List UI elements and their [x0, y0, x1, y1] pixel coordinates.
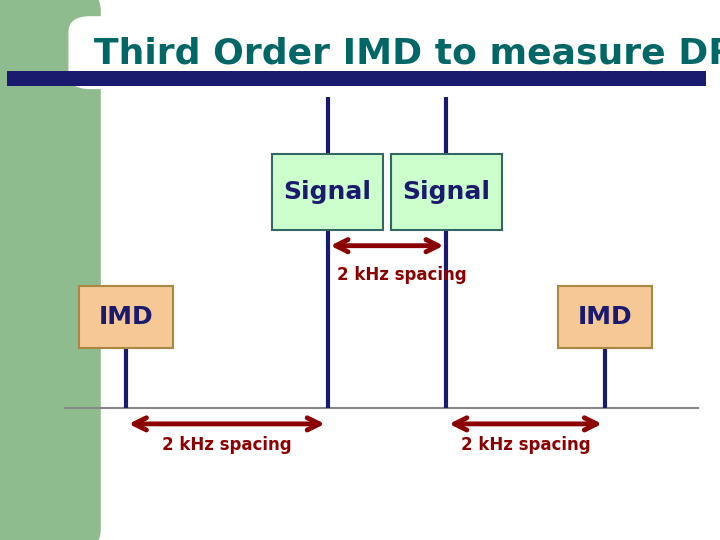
Bar: [7, 71, 706, 86]
Text: 2 kHz spacing: 2 kHz spacing: [162, 436, 292, 455]
Text: 2 kHz spacing: 2 kHz spacing: [336, 266, 467, 285]
Bar: [558, 286, 652, 348]
Text: IMD: IMD: [577, 305, 632, 329]
Text: IMD: IMD: [99, 305, 153, 329]
Bar: [390, 154, 503, 230]
FancyBboxPatch shape: [0, 0, 101, 540]
FancyBboxPatch shape: [68, 16, 709, 89]
Text: 2 kHz spacing: 2 kHz spacing: [461, 436, 590, 455]
Text: Signal: Signal: [402, 180, 490, 204]
Bar: [0, 459, 83, 540]
Bar: [79, 286, 173, 348]
Bar: [0, 0, 83, 540]
Text: Signal: Signal: [284, 180, 372, 204]
Text: Third Order IMD to measure DR3: Third Order IMD to measure DR3: [94, 37, 720, 71]
Bar: [272, 154, 383, 230]
